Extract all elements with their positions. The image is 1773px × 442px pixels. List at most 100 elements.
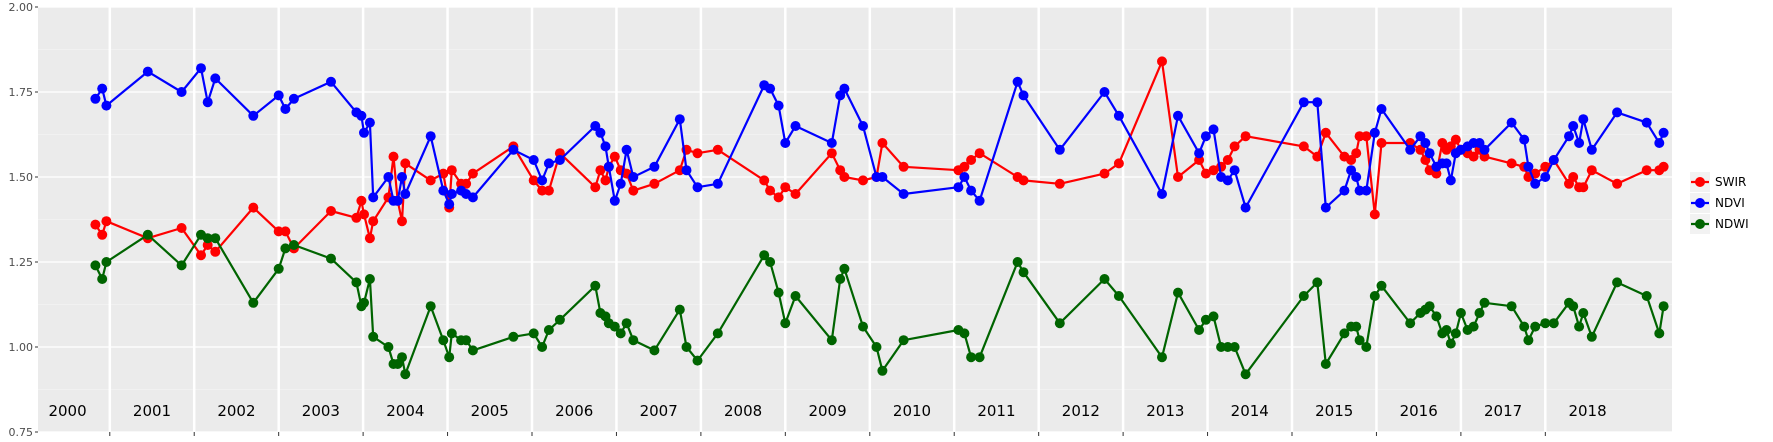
data-point [1240, 131, 1251, 142]
year-label: 2016 [1400, 402, 1438, 420]
data-point [966, 155, 977, 165]
data-point [1157, 56, 1167, 67]
data-point [326, 206, 336, 216]
data-point [438, 185, 449, 196]
data-point [1113, 110, 1124, 121]
data-point [1506, 301, 1517, 312]
data-point [543, 158, 554, 169]
data-point [543, 325, 554, 335]
data-point [1229, 141, 1240, 152]
data-point [359, 209, 369, 220]
data-point [537, 342, 548, 352]
data-point [1173, 287, 1183, 298]
year-label: 2003 [302, 402, 340, 420]
year-label: 2017 [1484, 402, 1522, 420]
data-point [712, 328, 723, 339]
data-point [1054, 178, 1065, 189]
data-point [368, 192, 379, 203]
data-point [1530, 321, 1541, 332]
data-point [176, 260, 187, 271]
data-point [101, 257, 112, 267]
data-point [1405, 318, 1416, 329]
data-point [248, 297, 259, 308]
data-point [780, 318, 791, 329]
data-point [461, 335, 472, 346]
data-point [765, 257, 776, 267]
data-point [1012, 257, 1023, 267]
data-point [97, 229, 108, 240]
data-point [90, 260, 101, 271]
data-point [1298, 97, 1309, 108]
year-label: 2011 [977, 402, 1015, 420]
data-point [1612, 277, 1623, 288]
data-point [1564, 131, 1574, 142]
data-point [600, 141, 611, 152]
data-point [712, 178, 723, 189]
data-point [681, 165, 692, 176]
data-point [590, 182, 601, 193]
data-point [692, 182, 703, 193]
data-point [1200, 168, 1211, 179]
data-point [1424, 148, 1435, 159]
legend-key-point [1695, 198, 1705, 208]
data-point [649, 345, 660, 356]
data-point [202, 233, 213, 244]
data-point [773, 287, 784, 298]
data-point [1574, 138, 1585, 148]
data-point [839, 172, 850, 182]
axes: 0.75 1.00 1.25 1.50 1.75 2.00 [9, 1, 1546, 439]
data-point [1351, 321, 1362, 332]
y-tick-label: 1.25 [9, 256, 34, 269]
data-point [537, 175, 548, 186]
data-point [1346, 165, 1357, 176]
data-point [1658, 161, 1669, 172]
data-point [383, 342, 394, 352]
data-point [1173, 110, 1183, 121]
data-point [273, 90, 284, 101]
data-point [351, 277, 362, 288]
data-point [674, 304, 685, 315]
data-point [1450, 134, 1461, 145]
data-point [1312, 151, 1323, 162]
y-tick-label: 1.75 [9, 86, 34, 99]
data-point [1612, 178, 1623, 189]
data-point [176, 223, 187, 233]
legend-item-ndwi: NDWI [1690, 214, 1749, 234]
data-point [1441, 158, 1452, 169]
data-point [142, 66, 153, 77]
data-point [759, 175, 770, 186]
data-point [364, 117, 375, 128]
data-point [959, 161, 970, 172]
data-point [692, 355, 703, 366]
year-label: 2012 [1062, 402, 1100, 420]
data-point [621, 318, 632, 329]
data-point [1157, 352, 1167, 363]
data-point [773, 100, 784, 111]
data-point [974, 352, 985, 363]
data-point [712, 144, 723, 155]
data-point [780, 138, 791, 148]
data-point [101, 216, 112, 227]
data-point [1431, 311, 1442, 322]
data-point [826, 148, 837, 159]
data-point [966, 352, 977, 363]
data-point [364, 233, 375, 244]
year-label: 2018 [1568, 402, 1606, 420]
data-point [1441, 325, 1452, 335]
data-point [765, 185, 776, 196]
data-point [858, 121, 868, 131]
data-point [765, 83, 776, 94]
data-point [628, 335, 639, 346]
data-point [790, 189, 801, 199]
year-label: 2004 [386, 402, 424, 420]
data-point [595, 165, 606, 176]
data-point [1157, 189, 1167, 199]
data-point [359, 127, 369, 138]
data-point [1346, 155, 1357, 165]
data-point [397, 216, 407, 227]
data-point [1641, 165, 1652, 176]
data-point [681, 342, 692, 352]
legend-key-point [1695, 219, 1705, 229]
data-point [1420, 138, 1431, 148]
